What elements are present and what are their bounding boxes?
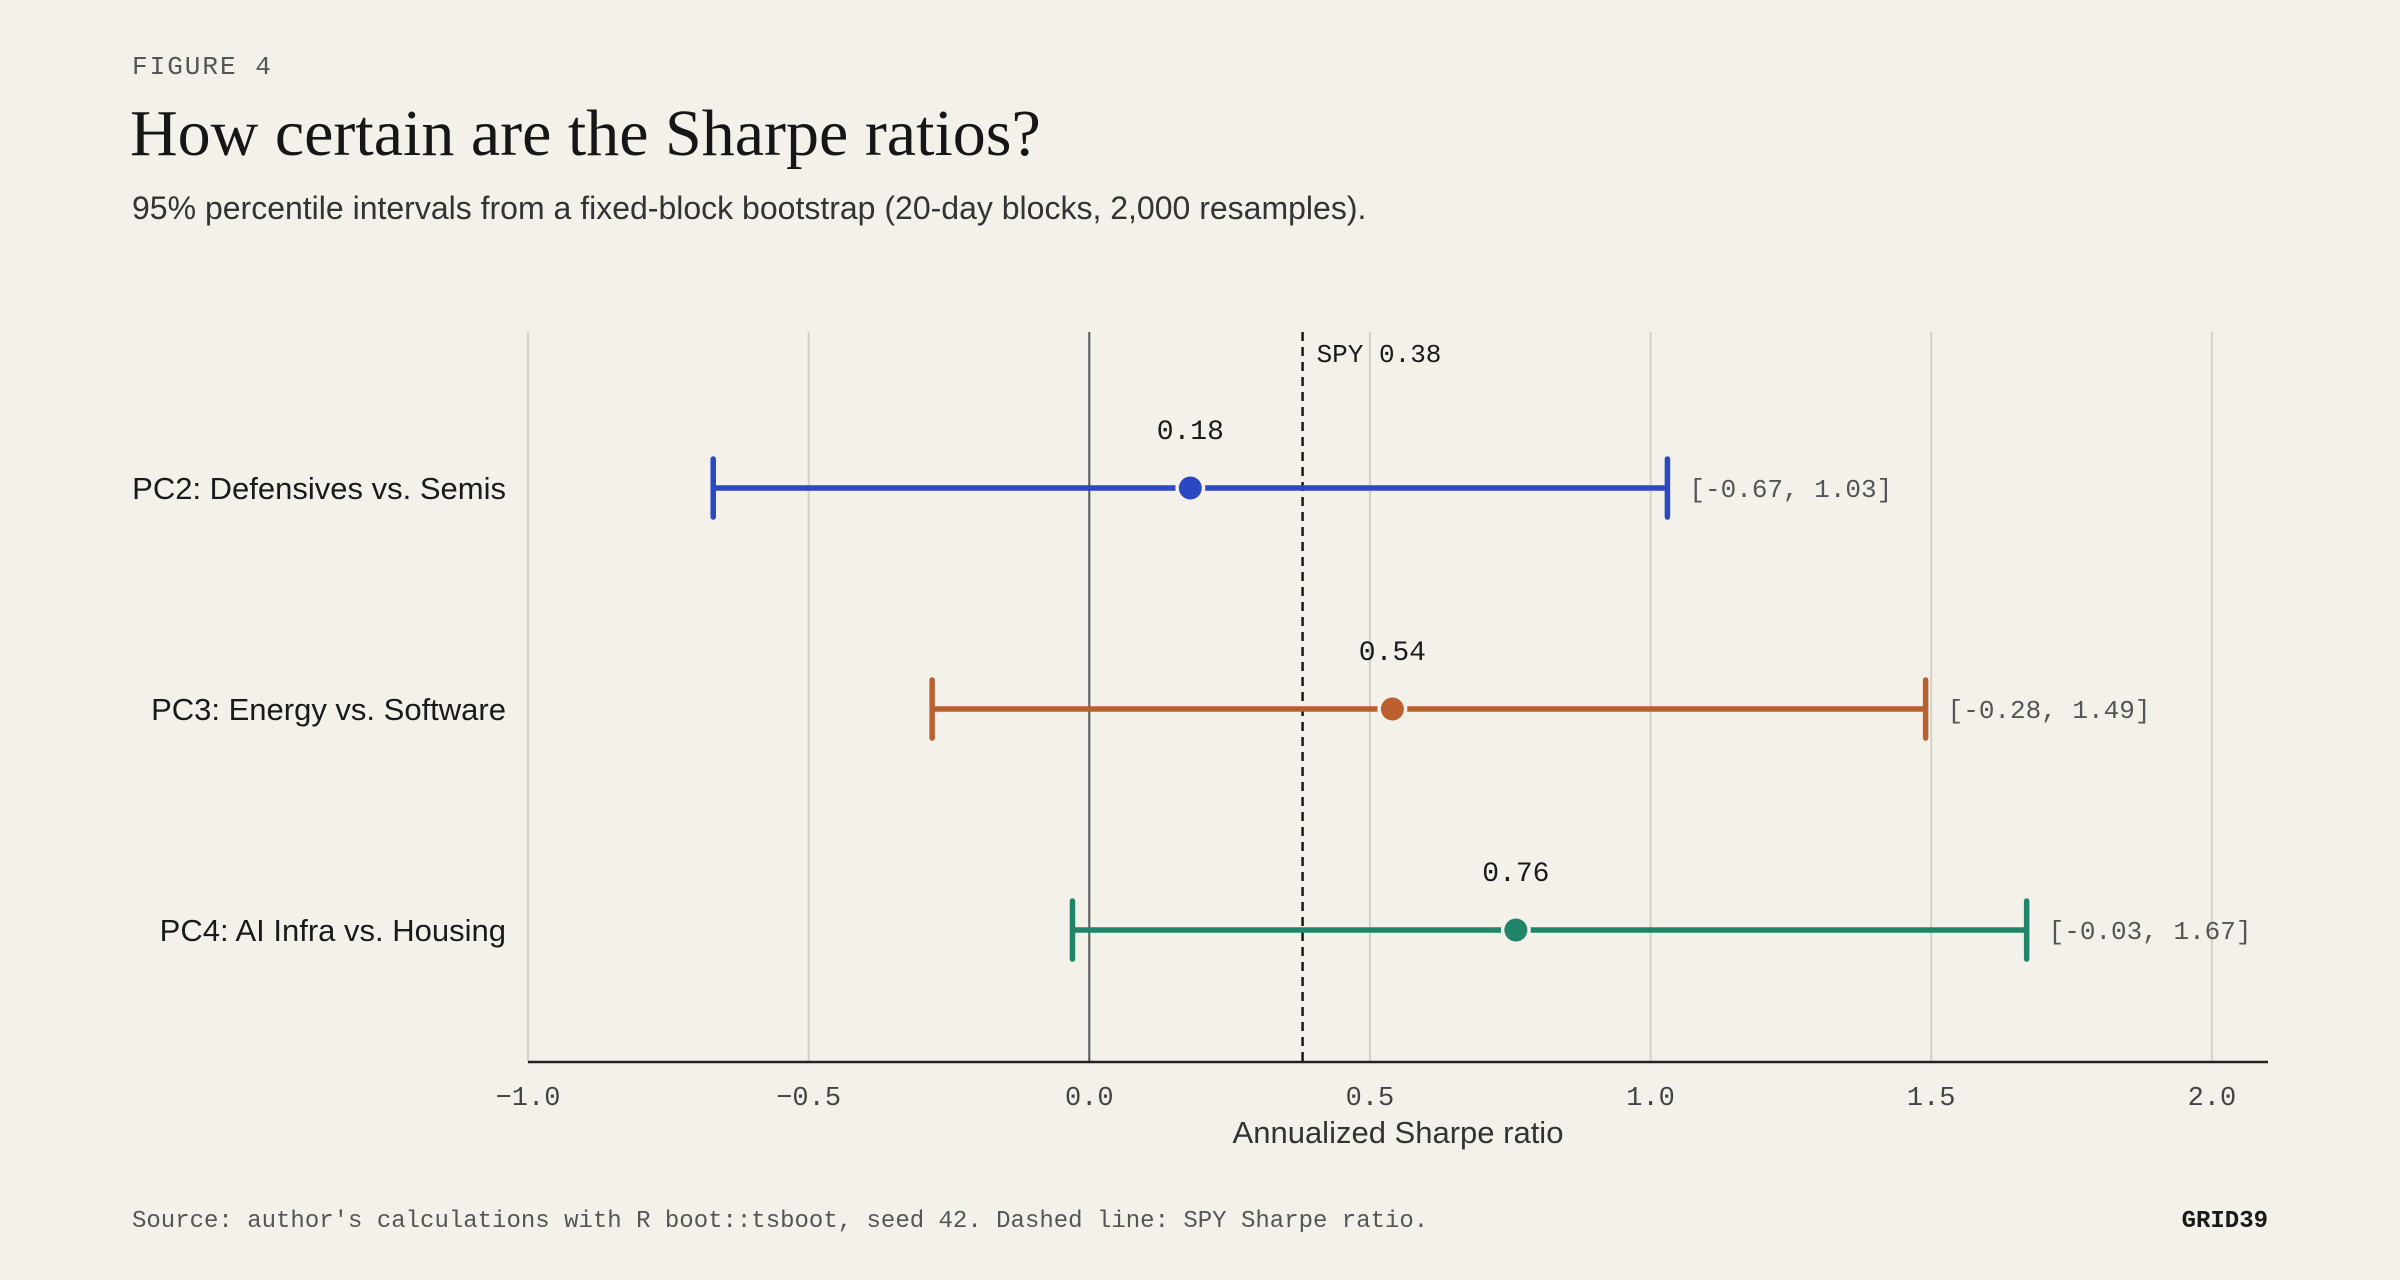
estimate-point [1504, 918, 1528, 942]
figure-label: FIGURE 4 [132, 52, 273, 82]
x-tick-label: −0.5 [776, 1084, 841, 1114]
x-tick-label: 0.0 [1065, 1084, 1114, 1114]
x-tick-label: −1.0 [496, 1084, 561, 1114]
estimate-label: 0.76 [1482, 859, 1549, 890]
row-label: PC3: Energy vs. Software [151, 692, 506, 727]
estimate-point [1380, 697, 1404, 721]
intervals: PC2: Defensives vs. Semis 0.18 [-0.67, 1.0… [132, 417, 2252, 962]
interval-label: [-0.67, 1.03] [1689, 475, 1892, 505]
estimate-label: 0.54 [1359, 638, 1426, 669]
brand-mark: GRID39 [2181, 1208, 2268, 1235]
x-tick-label: 0.5 [1346, 1084, 1395, 1114]
estimate-point [1178, 476, 1202, 500]
row-label: PC2: Defensives vs. Semis [132, 471, 506, 506]
x-axis-title: Annualized Sharpe ratio [1233, 1115, 1564, 1150]
interval-label: [-0.28, 1.49] [1948, 696, 2151, 726]
interval-row: PC4: AI Infra vs. Housing 0.76 [-0.03, 1.6… [160, 859, 2252, 962]
gridlines [527, 332, 2213, 1062]
x-tick-label: 1.5 [1907, 1084, 1956, 1114]
chart-title: How certain are the Sharpe ratios? [130, 97, 1041, 170]
source-note: Source: author's calculations with R boo… [132, 1208, 1429, 1235]
row-label: PC4: AI Infra vs. Housing [160, 913, 506, 948]
spy-reference-label: SPY 0.38 [1317, 340, 1442, 370]
interval-row: PC3: Energy vs. Software 0.54 [-0.28, 1.49… [151, 638, 2151, 741]
reference-line-group: SPY 0.38 [1301, 332, 1442, 1062]
interval-row: PC2: Defensives vs. Semis 0.18 [-0.67, 1.0… [132, 417, 1892, 520]
chart-subtitle: 95% percentile intervals from a fixed-bl… [132, 190, 1367, 226]
interval-label: [-0.03, 1.67] [2049, 917, 2252, 947]
x-tick-label: 2.0 [2188, 1084, 2237, 1114]
x-axis: −1.0 −0.5 0.0 0.5 1.0 1.5 2.0 Annualized Sharpe… [496, 1060, 2268, 1150]
x-tick-label: 1.0 [1626, 1084, 1675, 1114]
estimate-label: 0.18 [1157, 417, 1224, 448]
